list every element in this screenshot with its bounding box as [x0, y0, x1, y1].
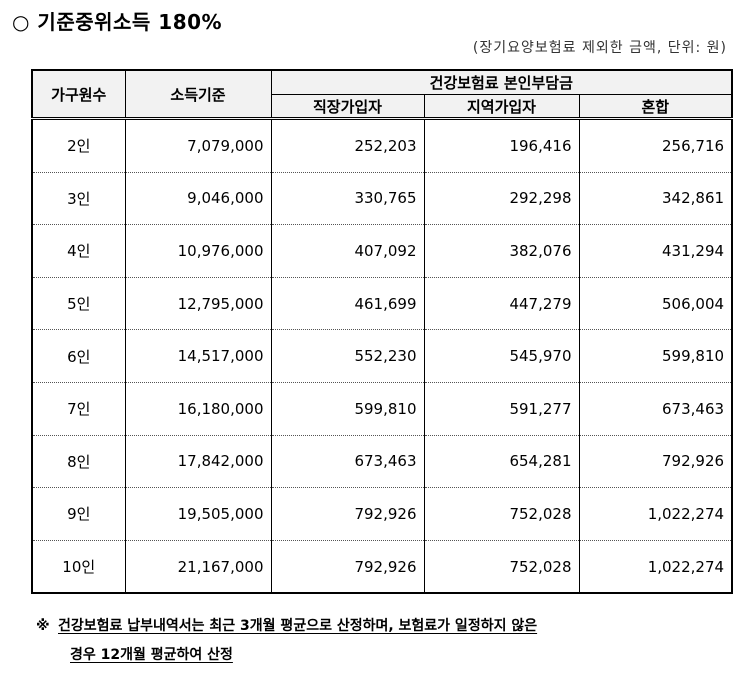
header-regional: 지역가입자 [423, 94, 580, 119]
footnote-line2: 경우 12개월 평균하여 산정 [70, 647, 233, 663]
footnote-line1: 건강보험료 납부내역서는 최근 3개월 평균으로 산정하며, 보험료가 일정하지… [58, 618, 538, 634]
table-row: 9인 19,505,000 792,926 752,028 1,022,274 [31, 487, 733, 541]
table-row: 10인 21,167,000 792,926 752,028 1,022,274 [31, 540, 733, 595]
cell-income: 21,167,000 [124, 540, 272, 595]
table-row: 8인 17,842,000 673,463 654,281 792,926 [31, 435, 733, 489]
cell-household: 3인 [31, 172, 126, 226]
cell-workplace: 552,230 [270, 329, 425, 383]
cell-regional: 654,281 [423, 435, 580, 489]
header-insurance-group: 건강보험료 본인부담금 [270, 69, 733, 95]
cell-mixed: 431,294 [578, 224, 733, 278]
cell-mixed: 1,022,274 [578, 487, 733, 541]
cell-workplace: 407,092 [270, 224, 425, 278]
cell-income: 14,517,000 [124, 329, 272, 383]
header-workplace: 직장가입자 [270, 94, 425, 119]
cell-workplace: 792,926 [270, 540, 425, 595]
cell-regional: 545,970 [423, 329, 580, 383]
cell-household: 8인 [31, 435, 126, 489]
footnote: ※ 건강보험료 납부내역서는 최근 3개월 평균으로 산정하며, 보험료가 일정하… [36, 612, 726, 670]
cell-workplace: 330,765 [270, 172, 425, 226]
cell-mixed: 1,022,274 [578, 540, 733, 595]
cell-workplace: 461,699 [270, 277, 425, 331]
table-row: 6인 14,517,000 552,230 545,970 599,810 [31, 329, 733, 383]
cell-workplace: 673,463 [270, 435, 425, 489]
cell-regional: 196,416 [423, 117, 580, 173]
income-criteria-table: 가구원수 소득기준 건강보험료 본인부담금 직장가입자 지역가입자 혼합 2인 7… [31, 69, 734, 595]
cell-income: 9,046,000 [124, 172, 272, 226]
cell-mixed: 256,716 [578, 117, 733, 173]
cell-mixed: 673,463 [578, 382, 733, 436]
page-title: ○ 기준중위소득 180% [12, 10, 223, 34]
header-household: 가구원수 [31, 69, 126, 119]
cell-mixed: 506,004 [578, 277, 733, 331]
table-row: 5인 12,795,000 461,699 447,279 506,004 [31, 277, 733, 331]
cell-income: 16,180,000 [124, 382, 272, 436]
cell-workplace: 792,926 [270, 487, 425, 541]
header-mixed: 혼합 [578, 94, 733, 119]
cell-household: 10인 [31, 540, 126, 595]
cell-regional: 447,279 [423, 277, 580, 331]
cell-mixed: 792,926 [578, 435, 733, 489]
table-row: 2인 7,079,000 252,203 196,416 256,716 [31, 117, 733, 173]
header-income: 소득기준 [124, 69, 272, 119]
unit-note: (장기요양보험료 제외한 금액, 단위: 원) [472, 40, 727, 56]
cell-income: 19,505,000 [124, 487, 272, 541]
cell-regional: 752,028 [423, 487, 580, 541]
cell-regional: 591,277 [423, 382, 580, 436]
cell-regional: 382,076 [423, 224, 580, 278]
cell-household: 9인 [31, 487, 126, 541]
cell-household: 2인 [31, 117, 126, 173]
cell-household: 4인 [31, 224, 126, 278]
cell-household: 5인 [31, 277, 126, 331]
cell-household: 6인 [31, 329, 126, 383]
cell-mixed: 599,810 [578, 329, 733, 383]
cell-income: 12,795,000 [124, 277, 272, 331]
footnote-mark: ※ [36, 618, 50, 634]
cell-regional: 292,298 [423, 172, 580, 226]
cell-workplace: 599,810 [270, 382, 425, 436]
cell-regional: 752,028 [423, 540, 580, 595]
cell-income: 7,079,000 [124, 117, 272, 173]
table-row: 7인 16,180,000 599,810 591,277 673,463 [31, 382, 733, 436]
cell-household: 7인 [31, 382, 126, 436]
table-row: 4인 10,976,000 407,092 382,076 431,294 [31, 224, 733, 278]
cell-mixed: 342,861 [578, 172, 733, 226]
cell-income: 17,842,000 [124, 435, 272, 489]
cell-workplace: 252,203 [270, 117, 425, 173]
table-row: 3인 9,046,000 330,765 292,298 342,861 [31, 172, 733, 226]
cell-income: 10,976,000 [124, 224, 272, 278]
